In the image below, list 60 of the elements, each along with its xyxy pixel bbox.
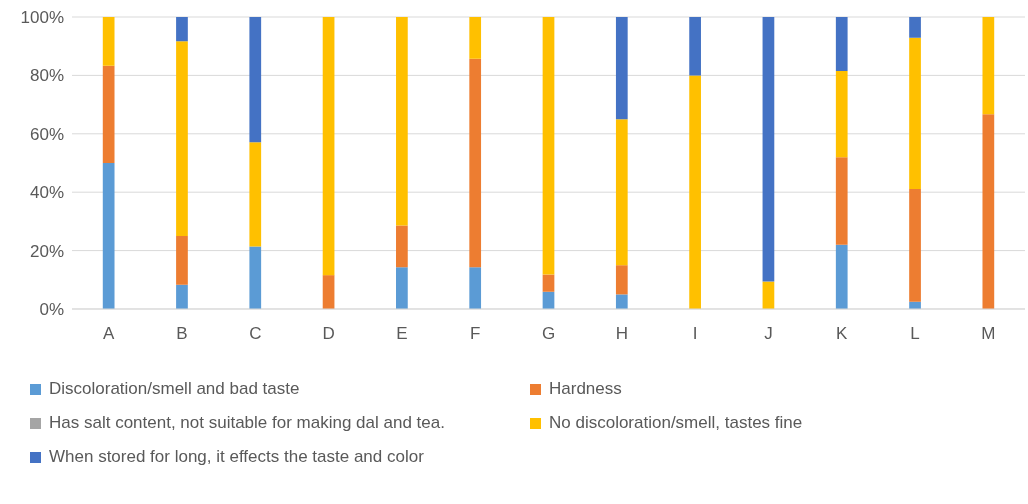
bar	[615, 265, 628, 295]
legend-label: Has salt content, not suitable for making dal and tea.	[49, 413, 445, 433]
bar	[689, 75, 701, 309]
bar	[689, 17, 701, 76]
bar	[835, 17, 848, 72]
bar	[102, 65, 115, 163]
bar	[835, 71, 848, 158]
bar	[615, 17, 628, 120]
bar	[102, 163, 115, 309]
bar	[469, 58, 482, 268]
legend-label: When stored for long, it effects the taste and color	[49, 447, 424, 467]
x-tick-label: A	[102, 324, 115, 344]
y-tick-label: 80%	[29, 66, 64, 86]
bar	[396, 225, 408, 268]
bar	[542, 274, 555, 292]
x-tick-label: H	[615, 324, 628, 344]
bar	[396, 17, 408, 226]
bar	[982, 17, 995, 115]
x-tick-label: F	[470, 324, 481, 344]
bar	[102, 17, 115, 66]
bar	[176, 17, 188, 42]
bar	[909, 17, 921, 38]
legend-label: No discoloration/smell, tastes fine	[549, 413, 803, 433]
y-tick-label: 100%	[20, 8, 64, 28]
bar	[469, 267, 482, 309]
y-tick-label: 0%	[39, 300, 64, 320]
x-tick-label: D	[322, 324, 335, 344]
bar	[469, 17, 482, 59]
legend-label: Hardness	[549, 379, 622, 399]
x-tick-label: C	[249, 324, 262, 344]
bar	[176, 236, 188, 285]
bar	[322, 275, 335, 309]
y-tick-label: 40%	[29, 183, 64, 203]
bar	[322, 17, 335, 276]
bar	[835, 244, 848, 309]
x-tick-label: J	[764, 324, 773, 344]
bar	[982, 114, 995, 309]
x-tick-label: B	[176, 324, 188, 344]
bar	[762, 17, 775, 282]
bar	[835, 157, 848, 245]
x-tick-label: I	[692, 324, 698, 344]
bar	[176, 41, 188, 236]
legend-label: Discoloration/smell and bad taste	[49, 379, 300, 399]
bar	[615, 119, 628, 266]
bar	[615, 294, 628, 309]
bar	[542, 17, 555, 275]
bar	[249, 246, 262, 309]
bar	[909, 188, 921, 302]
bar	[909, 37, 921, 189]
y-tick-label: 60%	[29, 124, 64, 144]
bar	[396, 267, 408, 309]
x-tick-label: G	[541, 324, 556, 344]
bar	[176, 284, 188, 309]
x-tick-label: M	[981, 324, 996, 344]
x-tick-label: E	[396, 324, 408, 344]
bar	[249, 142, 262, 247]
x-tick-label: L	[910, 324, 920, 344]
bar	[249, 17, 262, 143]
x-tick-label: K	[836, 324, 849, 344]
y-tick-label: 20%	[29, 241, 64, 261]
